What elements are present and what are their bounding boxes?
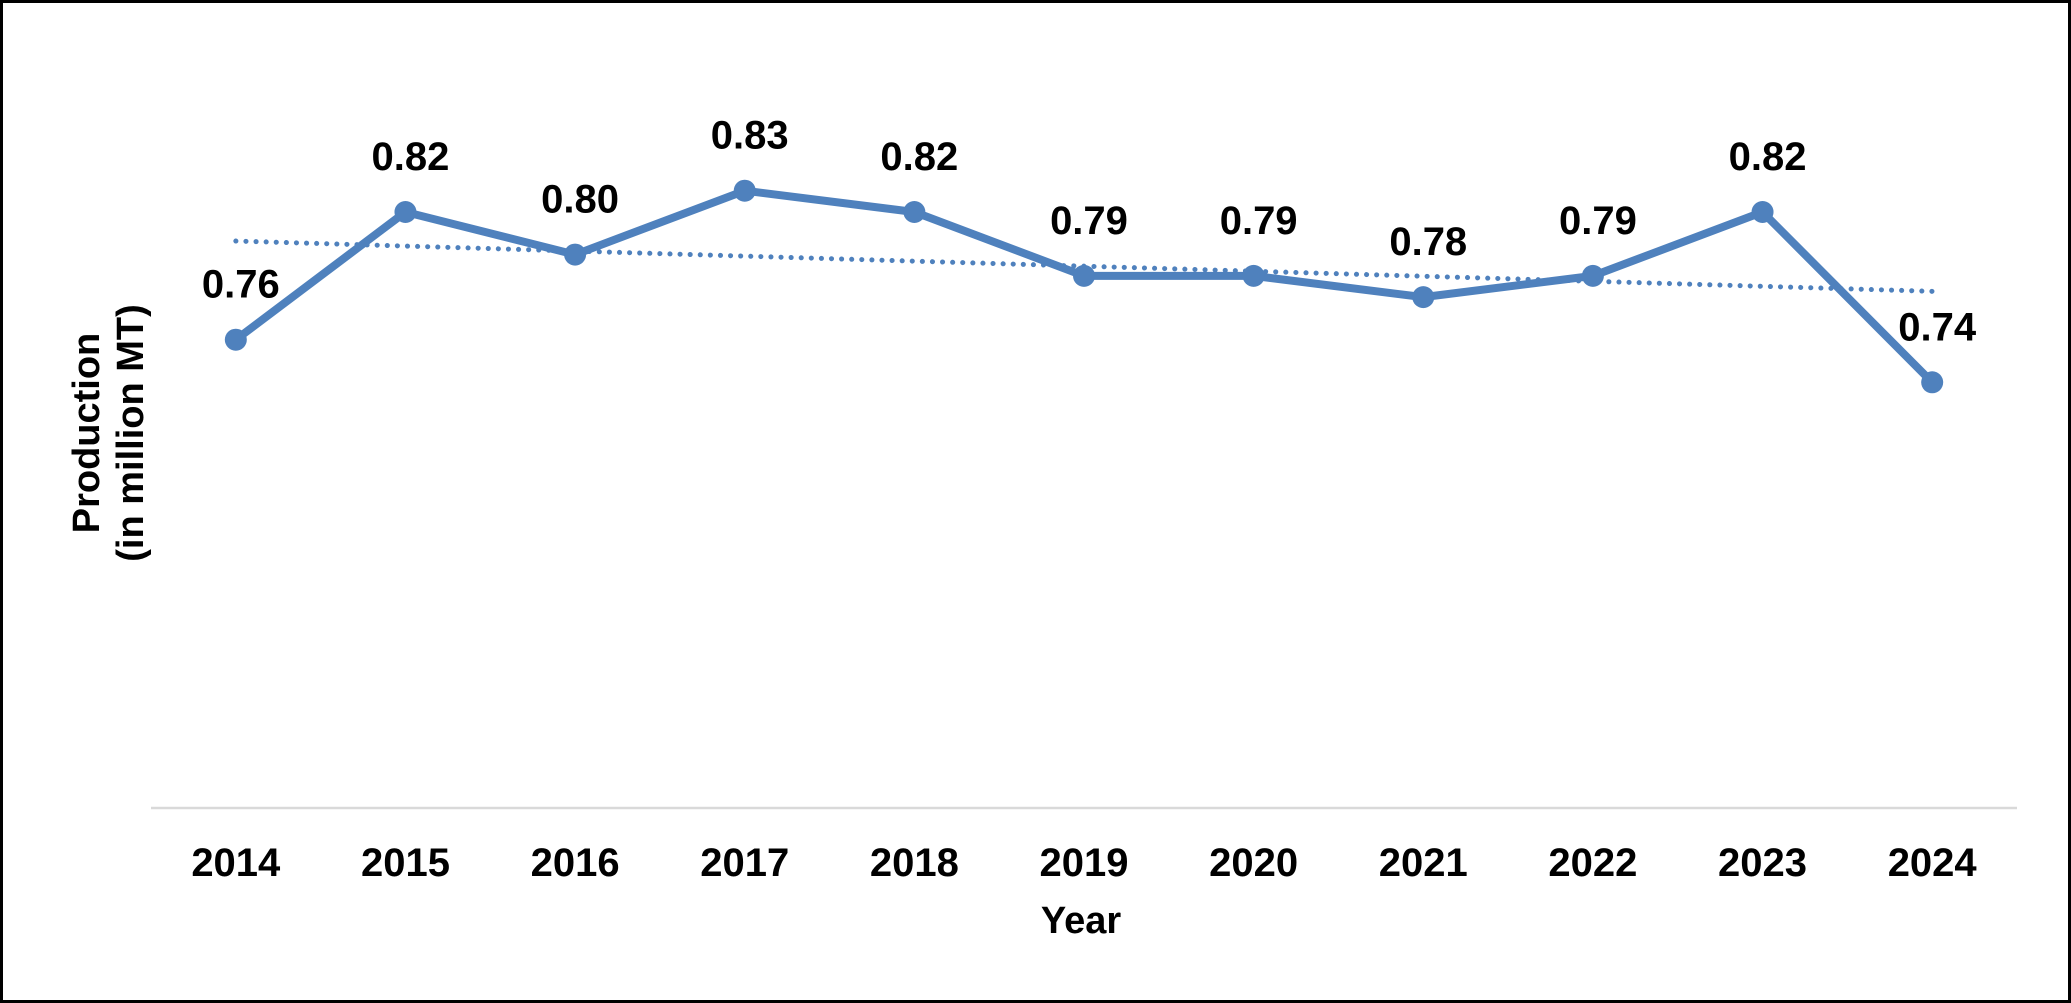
- x-axis-title: Year: [1041, 900, 1122, 942]
- data-label: 0.82: [880, 135, 958, 179]
- data-point-marker: [224, 328, 247, 351]
- y-axis-title-line-2: (in million MT): [110, 304, 152, 562]
- x-tick-label: 2020: [1209, 841, 1298, 885]
- data-point-marker: [1073, 264, 1095, 287]
- y-axis-title-line-1: Production: [66, 333, 108, 534]
- marker-layer: [224, 179, 1944, 394]
- data-label: 0.76: [202, 263, 280, 307]
- x-tick-label: 2017: [700, 841, 789, 885]
- data-point-marker: [1412, 286, 1435, 309]
- data-label: 0.79: [1050, 199, 1128, 243]
- x-tick-labels: 2014 2015 2016 2017 2018 2019 2020 2021 2022 2023…: [191, 841, 1977, 885]
- x-tick-label: 2015: [361, 841, 450, 885]
- data-label: 0.80: [541, 178, 619, 222]
- x-tick-label: 2024: [1888, 841, 1978, 885]
- x-tick-label: 2021: [1379, 841, 1468, 885]
- data-label-layer: 0.76 0.82 0.80 0.83 0.82 0.79 0.79 0.78 0.79 0.82…: [202, 114, 1977, 350]
- data-point-marker: [394, 201, 417, 223]
- x-tick-label: 2016: [531, 841, 620, 885]
- data-label: 0.82: [1729, 135, 1807, 179]
- x-tick-label: 2018: [870, 841, 959, 885]
- data-point-marker: [1751, 201, 1774, 223]
- x-tick-label: 2019: [1040, 841, 1129, 885]
- line-chart: 0.76 0.82 0.80 0.83 0.82 0.79 0.79 0.78 0.79 0.82…: [66, 114, 2017, 942]
- data-point-marker: [903, 201, 926, 223]
- data-point-marker: [564, 243, 587, 266]
- data-label: 0.79: [1220, 199, 1298, 243]
- data-point-marker: [1921, 371, 1944, 394]
- data-label: 0.78: [1389, 220, 1467, 264]
- data-point-marker: [1242, 264, 1265, 287]
- data-label: 0.79: [1559, 199, 1637, 243]
- data-point-marker: [1581, 264, 1604, 287]
- data-label: 0.82: [372, 135, 450, 179]
- x-tick-label: 2022: [1548, 841, 1637, 885]
- data-point-marker: [733, 179, 756, 202]
- data-label: 0.83: [711, 114, 789, 158]
- data-label: 0.74: [1898, 305, 1977, 349]
- x-tick-label: 2014: [191, 841, 281, 885]
- x-tick-label: 2023: [1718, 841, 1807, 885]
- y-axis-title: Production (in million MT): [66, 304, 152, 562]
